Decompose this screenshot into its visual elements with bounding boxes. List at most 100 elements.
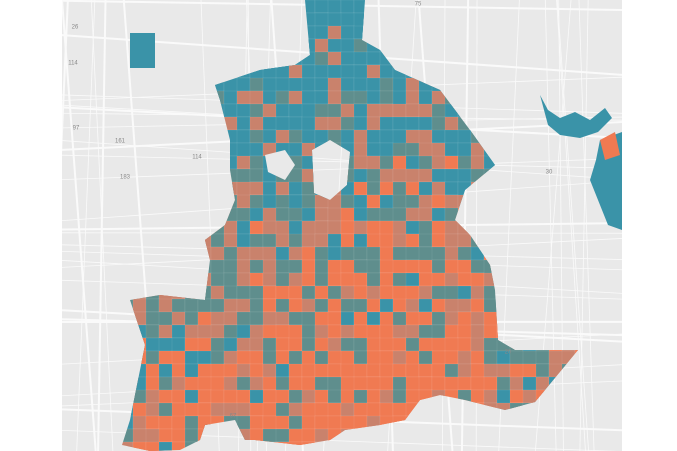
highway-label: 114 xyxy=(68,61,78,67)
road xyxy=(556,0,590,451)
district-cell xyxy=(327,324,342,339)
district-cell xyxy=(236,246,251,261)
district-cell xyxy=(301,181,316,196)
district-cell xyxy=(275,415,290,430)
district-cell xyxy=(262,90,277,105)
district-cell xyxy=(275,337,290,352)
district-cell xyxy=(210,285,225,300)
district-cell xyxy=(314,233,329,248)
district-cell xyxy=(262,129,277,144)
district-cell xyxy=(249,233,264,248)
district-cell xyxy=(353,233,368,248)
district-cell xyxy=(353,116,368,131)
district-cell xyxy=(470,285,485,300)
district-cell xyxy=(457,298,472,313)
district-cell xyxy=(340,337,355,352)
district-cell xyxy=(535,350,550,365)
district-cell xyxy=(444,155,459,170)
district-cell xyxy=(301,233,316,248)
district-cell xyxy=(327,363,342,378)
district-cell xyxy=(145,415,160,430)
district-cell xyxy=(249,142,264,157)
district-cell xyxy=(236,337,251,352)
highway-label: 97 xyxy=(73,126,80,132)
district-cell xyxy=(301,272,316,287)
district-cell xyxy=(444,220,459,235)
district-cell xyxy=(340,324,355,339)
district-cell xyxy=(288,233,303,248)
district-cell xyxy=(353,337,368,352)
district-cell xyxy=(470,311,485,326)
district-cell xyxy=(236,155,251,170)
district-cell xyxy=(301,428,316,443)
district-cell xyxy=(431,129,446,144)
highway-label: 183 xyxy=(120,175,131,181)
district-cell xyxy=(405,142,420,157)
district-cell xyxy=(210,272,225,287)
district-cell xyxy=(405,103,420,118)
district-cell xyxy=(223,298,238,313)
district-cell xyxy=(158,428,173,443)
district-cell xyxy=(314,376,329,391)
district-cell xyxy=(340,402,355,417)
district-cell xyxy=(327,272,342,287)
district-cell xyxy=(236,207,251,222)
district-cell xyxy=(353,51,368,66)
district-cell xyxy=(275,246,290,261)
road xyxy=(62,0,69,154)
district-cell xyxy=(197,389,212,404)
district-cell xyxy=(262,181,277,196)
road xyxy=(579,0,589,451)
district-cell xyxy=(314,220,329,235)
district-cell xyxy=(184,428,199,443)
district-cell xyxy=(145,298,160,313)
district-cell xyxy=(223,220,238,235)
district-cell xyxy=(236,77,251,92)
district-cell xyxy=(314,298,329,313)
district-cell xyxy=(405,90,420,105)
district-cell xyxy=(444,363,459,378)
district-cell xyxy=(288,415,303,430)
district-cell xyxy=(288,389,303,404)
district-cell xyxy=(275,363,290,378)
district-cell xyxy=(223,389,238,404)
district-cell xyxy=(262,285,277,300)
district-cell xyxy=(132,415,147,430)
district-cell xyxy=(314,64,329,79)
district-cell xyxy=(301,324,316,339)
road xyxy=(90,0,114,451)
district-cell xyxy=(327,116,342,131)
district-cell xyxy=(249,337,264,352)
district-cell xyxy=(327,389,342,404)
district-cell xyxy=(210,402,225,417)
district-cell xyxy=(184,311,199,326)
highway-label: 26 xyxy=(72,25,79,31)
district-cell xyxy=(535,363,550,378)
district-cell xyxy=(275,103,290,118)
district-cell xyxy=(236,116,251,131)
district-cell xyxy=(301,337,316,352)
district-cell xyxy=(314,207,329,222)
district-cell xyxy=(288,129,303,144)
road xyxy=(578,0,595,451)
district-cell xyxy=(366,129,381,144)
district-cell xyxy=(379,298,394,313)
highway-label: 67 xyxy=(230,414,237,420)
district-cell xyxy=(210,389,225,404)
district-cell xyxy=(379,64,394,79)
district-cell xyxy=(418,363,433,378)
district-cell xyxy=(171,311,186,326)
district-cell xyxy=(366,298,381,313)
district-cell xyxy=(457,129,472,144)
district-cell xyxy=(444,233,459,248)
district-cell xyxy=(249,220,264,235)
district-cell xyxy=(431,233,446,248)
district-cell xyxy=(197,350,212,365)
district-cell xyxy=(249,168,264,183)
district-cell xyxy=(288,181,303,196)
district-cell xyxy=(418,194,433,209)
district-cell xyxy=(249,350,264,365)
park xyxy=(265,150,295,180)
highway-label: 75 xyxy=(415,2,422,8)
